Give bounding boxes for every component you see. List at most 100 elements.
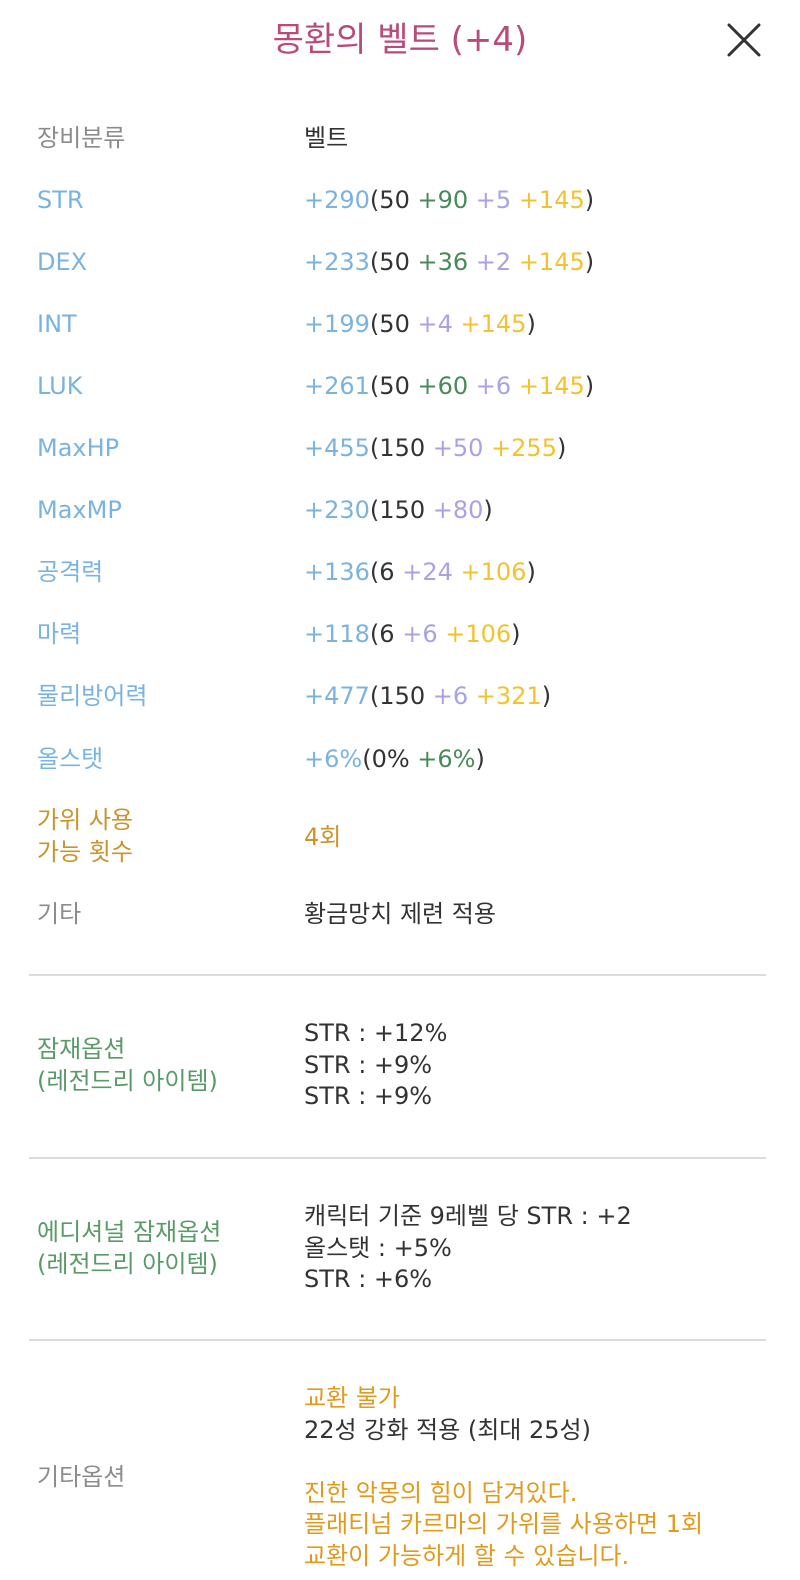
stat-flame-bonus: +6 xyxy=(475,372,512,400)
scissors-value: 4회 xyxy=(304,823,342,851)
stat-base: 50 xyxy=(379,372,410,400)
stat-value: +118(6 +6 +106) xyxy=(304,618,521,650)
stat-total: +290 xyxy=(304,186,370,214)
paren-close: ) xyxy=(511,620,521,648)
stat-flame-bonus: +6 xyxy=(402,620,438,648)
close-icon xyxy=(727,23,761,57)
stat-base: 0% xyxy=(371,745,410,773)
stat-total: +199 xyxy=(304,310,370,338)
scissors-label: 가위 사용 가능 횟수 xyxy=(37,805,133,868)
scissors-label-line2: 가능 횟수 xyxy=(37,837,133,866)
paren-open: ( xyxy=(369,558,380,586)
stat-scroll-bonus: +145 xyxy=(518,372,585,400)
paren-open: ( xyxy=(369,248,380,276)
stat-scroll-bonus: +145 xyxy=(518,248,585,276)
stat-value: +290(50 +90 +5 +145) xyxy=(304,184,594,216)
paren-open: ( xyxy=(369,496,380,524)
paren-close: ) xyxy=(584,248,595,276)
paren-open: ( xyxy=(369,310,380,338)
additional-potential-line: 캐릭터 기준 9레벨 당 STR : +2 xyxy=(304,1202,632,1230)
starforce-status: 22성 강화 적용 (최대 25성) xyxy=(304,1415,591,1444)
potential-values: STR : +12% STR : +9% STR : +9% xyxy=(304,1018,447,1113)
stat-star-bonus: +90 xyxy=(417,186,469,214)
item-detail-header: 몽환의 벨트 (+4) xyxy=(0,0,800,84)
section-divider xyxy=(29,974,766,976)
stat-value: +261(50 +60 +6 +145) xyxy=(304,370,594,402)
potential-line: STR : +9% xyxy=(304,1082,433,1110)
trade-status: 교환 불가 xyxy=(304,1384,400,1412)
stat-value: +199(50 +4 +145) xyxy=(304,308,536,340)
paren-close: ) xyxy=(541,682,552,710)
stat-total: +233 xyxy=(304,248,370,276)
stat-flame-bonus: +5 xyxy=(475,186,512,214)
stat-label: MaxHP xyxy=(37,434,120,462)
stat-total: +118 xyxy=(304,620,370,648)
stat-base: 50 xyxy=(379,186,410,214)
stat-base: 50 xyxy=(379,310,410,338)
paren-close: ) xyxy=(584,372,595,400)
stat-flame-bonus: +24 xyxy=(402,558,453,586)
stat-value: +230(150 +80) xyxy=(304,494,493,526)
stat-flame-bonus: +80 xyxy=(432,496,484,524)
paren-close: ) xyxy=(483,496,493,524)
paren-open: ( xyxy=(369,682,380,710)
stat-value: +455(150 +50 +255) xyxy=(304,432,566,464)
potential-line: STR : +12% xyxy=(304,1019,448,1047)
stat-scroll-bonus: +106 xyxy=(445,620,512,648)
stat-base: 150 xyxy=(379,496,426,524)
stat-label: INT xyxy=(37,310,77,338)
close-button[interactable] xyxy=(726,22,762,58)
stat-scroll-bonus: +321 xyxy=(475,682,542,710)
additional-potential-label: 에디셔널 잠재옵션 (레전드리 아이템) xyxy=(37,1217,221,1280)
item-description-line: 교환이 가능하게 할 수 있습니다. xyxy=(304,1541,630,1570)
paren-close: ) xyxy=(526,558,536,586)
stat-label: LUK xyxy=(37,372,83,400)
paren-open: ( xyxy=(362,745,372,773)
stat-total: +230 xyxy=(304,496,370,524)
stat-value: +477(150 +6 +321) xyxy=(304,680,551,712)
paren-close: ) xyxy=(526,310,536,338)
other-options-values: 교환 불가 22성 강화 적용 (최대 25성) 진한 악몽의 힘이 담겨있다.… xyxy=(304,1383,703,1572)
stat-base: 50 xyxy=(379,248,410,276)
potential-label-line1: 잠재옵션 xyxy=(37,1035,126,1063)
stat-scroll-bonus: +145 xyxy=(518,186,585,214)
stat-flame-bonus: +2 xyxy=(475,248,512,276)
paren-open: ( xyxy=(369,434,380,462)
potential-label: 잠재옵션 (레전드리 아이템) xyxy=(37,1034,218,1097)
etc-label: 기타 xyxy=(37,900,82,928)
scissors-label-line1: 가위 사용 xyxy=(37,806,133,834)
additional-potential-line: STR : +6% xyxy=(304,1265,433,1293)
paren-open: ( xyxy=(369,372,380,400)
stat-flame-bonus: +6 xyxy=(432,682,469,710)
additional-potential-label-line1: 에디셔널 잠재옵션 xyxy=(37,1218,222,1246)
etc-value: 황금망치 제련 적용 xyxy=(304,900,496,928)
stat-star-bonus: +6% xyxy=(417,745,476,773)
stat-scroll-bonus: +255 xyxy=(491,434,557,462)
stat-label: 공격력 xyxy=(37,558,104,586)
stat-total: +455 xyxy=(304,434,370,462)
stat-label: 마력 xyxy=(37,620,82,648)
paren-open: ( xyxy=(369,620,380,648)
stat-total: +261 xyxy=(304,372,370,400)
stat-scroll-bonus: +145 xyxy=(460,310,527,338)
stat-label: MaxMP xyxy=(37,496,122,524)
stat-value: +233(50 +36 +2 +145) xyxy=(304,246,594,278)
additional-potential-values: 캐릭터 기준 9레벨 당 STR : +2 올스탯 : +5% STR : +6… xyxy=(304,1201,632,1296)
equip-class-label: 장비분류 xyxy=(37,124,126,152)
paren-close: ) xyxy=(584,186,595,214)
section-divider xyxy=(29,1157,766,1159)
stat-label: DEX xyxy=(37,248,88,276)
item-title: 몽환의 벨트 (+4) xyxy=(272,20,528,60)
equip-class-value: 벨트 xyxy=(304,124,349,152)
stat-value: +136(6 +24 +106) xyxy=(304,556,536,588)
stat-total: +136 xyxy=(304,558,370,586)
stat-label: STR xyxy=(37,186,84,214)
other-options-label: 기타옵션 xyxy=(37,1463,126,1491)
paren-close: ) xyxy=(475,745,485,773)
additional-potential-line: 올스탯 : +5% xyxy=(304,1233,452,1262)
stat-star-bonus: +36 xyxy=(417,248,469,276)
paren-close: ) xyxy=(556,434,567,462)
stat-total: +6% xyxy=(304,745,363,773)
stat-base: 6 xyxy=(379,558,395,586)
section-divider xyxy=(29,1339,766,1341)
